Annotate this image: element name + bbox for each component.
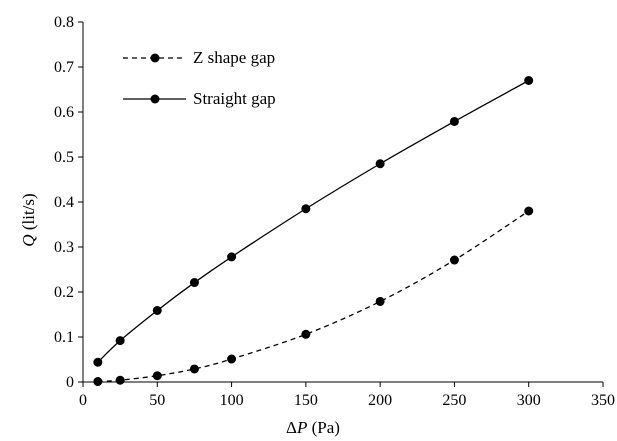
legend: Z shape gap Straight gap — [123, 48, 276, 108]
legend-label-z-shape-gap: Z shape gap — [193, 48, 275, 67]
x-tick-label: 250 — [442, 392, 466, 409]
x-tick-label: 50 — [149, 392, 165, 409]
y-tick-label: 0.7 — [54, 59, 74, 76]
x-axis-label: ΔP (Pa) — [286, 418, 340, 437]
x-tick-label: 200 — [368, 392, 392, 409]
data-point-z-shape-gap — [93, 377, 103, 387]
legend-label-straight-gap: Straight gap — [193, 89, 276, 108]
y-axis-ticks: 0 0.1 0.2 0.3 0.4 0.5 0.6 0.7 0.8 — [54, 14, 83, 391]
data-point-straight-gap — [152, 305, 162, 315]
y-tick-label: 0.8 — [54, 14, 74, 31]
axes — [82, 22, 603, 383]
y-axis-variable: Q — [19, 234, 38, 246]
data-point-z-shape-gap — [227, 354, 237, 364]
y-axis-label: Q (lit/s) — [19, 193, 38, 246]
x-tick-label: 300 — [517, 392, 541, 409]
x-tick-label: 0 — [79, 392, 87, 409]
y-tick-label: 0.2 — [54, 284, 74, 301]
y-axis-unit: (lit/s) — [19, 193, 38, 234]
data-point-straight-gap — [375, 159, 385, 169]
data-point-z-shape-gap — [449, 255, 459, 265]
series-line-straight-gap — [97, 79, 530, 363]
data-point-z-shape-gap — [301, 329, 311, 339]
x-axis-variable: P — [296, 418, 307, 437]
legend-marker-z-shape-gap — [150, 53, 160, 63]
x-tick-label: 100 — [220, 392, 244, 409]
data-point-straight-gap — [524, 76, 534, 85]
y-tick-label: 0.4 — [54, 194, 74, 211]
data-point-straight-gap — [301, 204, 311, 214]
y-tick-label: 0.6 — [54, 104, 74, 121]
data-point-straight-gap — [189, 278, 199, 288]
data-point-z-shape-gap — [189, 364, 199, 374]
y-tick-label: 0 — [66, 374, 74, 391]
x-axis-ticks: 0 50 100 150 200 250 300 350 — [79, 382, 615, 409]
y-tick-label: 0.3 — [54, 239, 74, 256]
x-tick-label: 350 — [591, 392, 615, 409]
data-point-straight-gap — [93, 357, 103, 367]
series-z-shape-gap — [93, 206, 534, 387]
y-tick-label: 0.5 — [54, 149, 74, 166]
legend-item-straight-gap: Straight gap — [123, 89, 276, 108]
data-point-z-shape-gap — [375, 296, 385, 306]
data-point-z-shape-gap — [115, 375, 125, 385]
x-axis-prefix: Δ — [286, 418, 297, 437]
data-point-straight-gap — [115, 336, 125, 346]
series-layer — [93, 76, 534, 387]
data-point-straight-gap — [227, 252, 237, 262]
data-point-z-shape-gap — [152, 371, 162, 381]
legend-marker-straight-gap — [150, 94, 160, 104]
x-axis-unit: (Pa) — [307, 418, 340, 437]
legend-item-z-shape-gap: Z shape gap — [123, 48, 275, 67]
series-straight-gap — [93, 76, 534, 367]
series-line-z-shape-gap — [97, 210, 530, 383]
data-point-z-shape-gap — [524, 206, 534, 216]
y-tick-label: 0.1 — [54, 329, 74, 346]
x-tick-label: 150 — [294, 392, 318, 409]
data-point-straight-gap — [449, 116, 459, 126]
